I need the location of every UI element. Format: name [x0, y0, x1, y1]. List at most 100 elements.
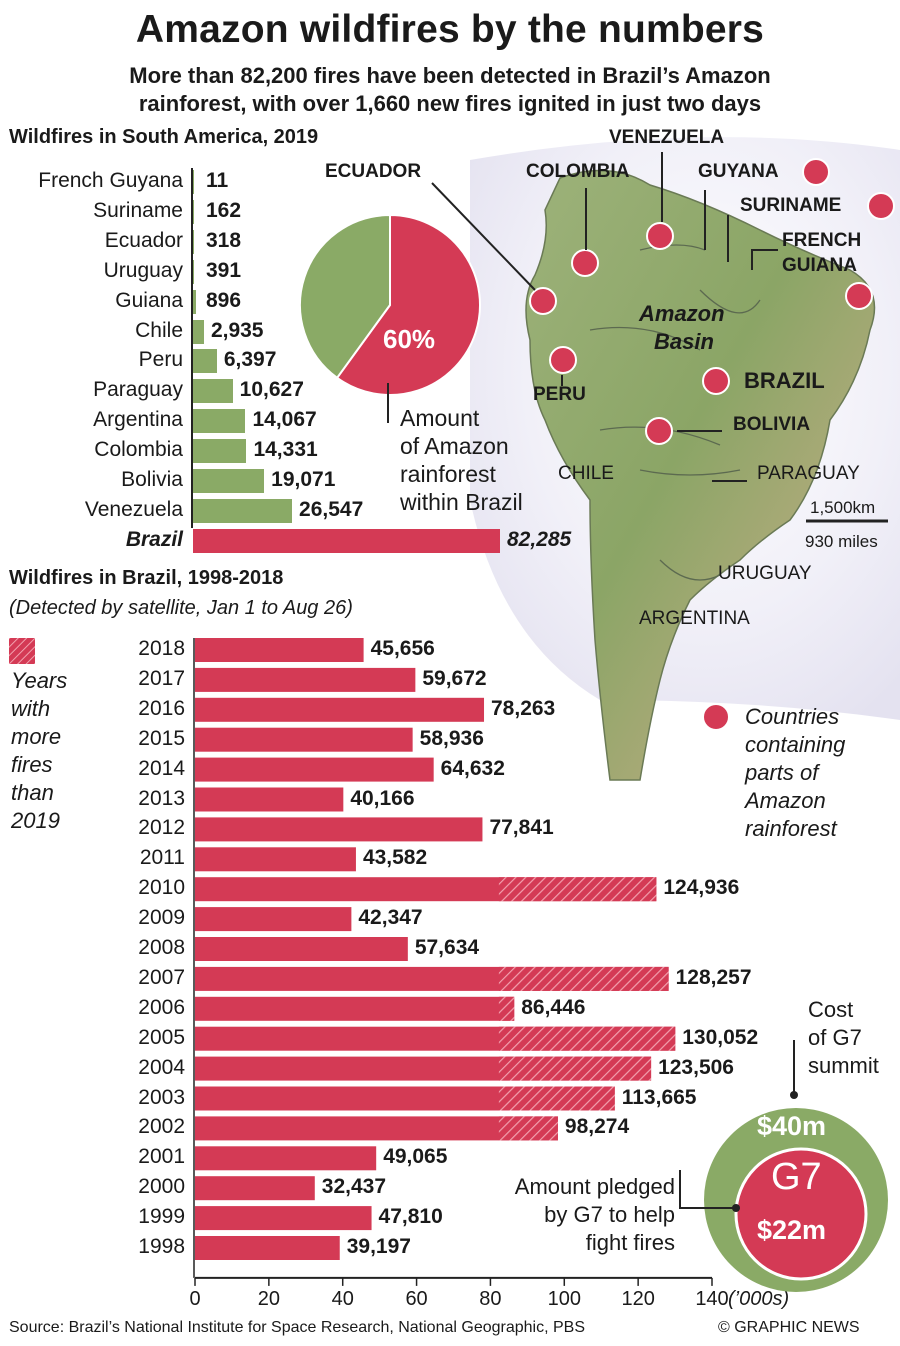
brazil-bar-hatched-part — [498, 966, 669, 991]
sa-bar — [193, 409, 246, 434]
g7-pledge-line: Amount pledged — [514, 1174, 675, 1199]
brazil-value-label: 128,257 — [675, 965, 752, 989]
brazil-bar — [195, 937, 408, 961]
sa-value-label: 391 — [206, 258, 242, 282]
map-label-french: FRENCH — [782, 230, 862, 251]
brazil-bar — [195, 787, 344, 812]
sa-category-label: Brazil — [125, 527, 183, 551]
brazil-bar — [195, 847, 356, 872]
g7-pledge-value: $22m — [757, 1215, 827, 1245]
brazil-bar — [195, 697, 485, 722]
map-label-chile: CHILE — [558, 463, 614, 484]
sa-bar — [193, 469, 265, 493]
brazil-value-label: 124,936 — [663, 876, 740, 900]
hatch-legend-line: than — [11, 780, 54, 805]
brazil-value-label: 130,052 — [682, 1025, 759, 1049]
brazil-bar — [195, 1236, 340, 1260]
brazil-bar — [195, 667, 416, 692]
sa-bar — [193, 319, 204, 344]
map-legend-line: Countries — [745, 704, 840, 729]
sa-category-label: Colombia — [94, 438, 183, 462]
brazil-value-label: 39,197 — [346, 1235, 411, 1258]
sa-value-label: 19,071 — [271, 468, 336, 491]
brazil-year-label: 2016 — [138, 696, 185, 720]
brazil-bar — [195, 817, 483, 842]
g7-pledge-label: Amount pledged by G7 to help fight fires — [475, 1173, 675, 1257]
sa-value-label: 318 — [206, 228, 242, 252]
brazil-bar — [195, 727, 413, 752]
brazil-bar-hatched-part — [498, 996, 515, 1021]
brazil-bar — [195, 996, 515, 1021]
scale-miles: 930 miles — [805, 532, 878, 551]
g7-pledge-line: by G7 to help — [544, 1202, 675, 1227]
brazil-year-label: 2006 — [138, 995, 185, 1019]
map-label-guyana: GUYANA — [698, 161, 779, 182]
sa-value-label: 6,397 — [223, 348, 277, 372]
x-tick-label: 80 — [479, 1287, 502, 1310]
map-label-colombia: COLOMBIA — [526, 161, 630, 182]
brazil-year-label: 2001 — [138, 1145, 185, 1169]
map-legend: Countries containing parts of Amazon rai… — [745, 703, 845, 843]
sa-bar — [193, 199, 194, 224]
brazil-value-label: 45,656 — [370, 637, 435, 660]
sa-category-label: Ecuador — [104, 228, 183, 252]
hatch-legend-line: fires — [11, 752, 53, 777]
brazil-note: (Detected by satellite, Jan 1 to Aug 26) — [9, 597, 353, 619]
brazil-year-label: 2008 — [138, 936, 185, 959]
brazil-value-label: 32,437 — [321, 1175, 387, 1199]
map-label-venezuela: VENEZUELA — [609, 127, 725, 148]
g7-circles — [679, 1040, 888, 1292]
sa-value-label: 14,331 — [253, 438, 318, 462]
sa-category-label: Suriname — [93, 198, 183, 222]
brazil-year-label: 2005 — [138, 1025, 185, 1049]
x-tick-label: 140 — [695, 1287, 729, 1310]
brazil-value-label: 78,263 — [491, 696, 556, 720]
map-legend-line: parts of — [745, 760, 819, 785]
brazil-bar — [195, 1206, 372, 1231]
sa-category-label: Venezuela — [84, 497, 183, 521]
x-tick-label: 40 — [331, 1287, 354, 1310]
sa-bar — [193, 528, 500, 553]
sa-bar — [193, 229, 195, 254]
brazil-value-label: 58,936 — [419, 726, 484, 750]
hatch-legend-line: Years — [11, 668, 68, 693]
pie-slice — [299, 213, 391, 380]
brazil-year-label: 2000 — [138, 1175, 185, 1199]
brazil-year-label: 2007 — [138, 965, 185, 989]
brazil-bar-hatched-part — [498, 1116, 558, 1141]
page-title: Amazon wildfires by the numbers — [135, 8, 765, 51]
south-america-map — [431, 137, 900, 781]
sa-category-label: Bolivia — [121, 468, 183, 491]
subtitle-line2: rainforest, with over 1,660 new fires ig… — [138, 91, 762, 116]
sa-bar — [193, 289, 197, 314]
sa-axis-line — [191, 168, 193, 528]
sa-bar — [193, 379, 233, 404]
brazil-year-label: 2010 — [138, 876, 185, 900]
pie-annotation-line: rainforest — [400, 461, 496, 487]
sa-value-label: 10,627 — [239, 378, 304, 402]
brazil-value-label: 64,632 — [440, 756, 505, 780]
g7-cost-value: $40m — [757, 1111, 827, 1141]
brazil-year-label: 1998 — [138, 1235, 185, 1258]
brazil-bar-hatched-part — [498, 1086, 615, 1111]
hatch-legend-swatch — [9, 638, 35, 664]
pie-value-label: 60% — [383, 324, 436, 354]
pie-annotation: Amount of Amazon rainforest within Brazi… — [400, 404, 523, 516]
sa-bar — [193, 259, 195, 284]
pie-pointer — [387, 383, 389, 423]
brazil-bar-hatched-part — [498, 1026, 676, 1051]
brazil-value-label: 86,446 — [521, 995, 586, 1019]
brazil-heading: Wildfires in Brazil, 1998-2018 — [9, 567, 284, 589]
brazil-bar — [195, 1116, 558, 1141]
brazil-bar — [195, 907, 352, 932]
brazil-bar — [195, 1146, 377, 1171]
map-label-suriname: SURINAME — [740, 195, 842, 216]
sa-category-label: Argentina — [93, 408, 183, 432]
sa-value-label: 14,067 — [252, 408, 317, 432]
g7-pledge-line: fight fires — [585, 1230, 675, 1255]
x-axis-unit: (’000s) — [728, 1288, 790, 1310]
sa-category-label: Peru — [138, 348, 183, 372]
g7-cost-label: Cost of G7 summit — [808, 996, 879, 1080]
brazil-year-label: 2003 — [138, 1085, 185, 1109]
brazil-year-label: 2015 — [138, 726, 185, 750]
